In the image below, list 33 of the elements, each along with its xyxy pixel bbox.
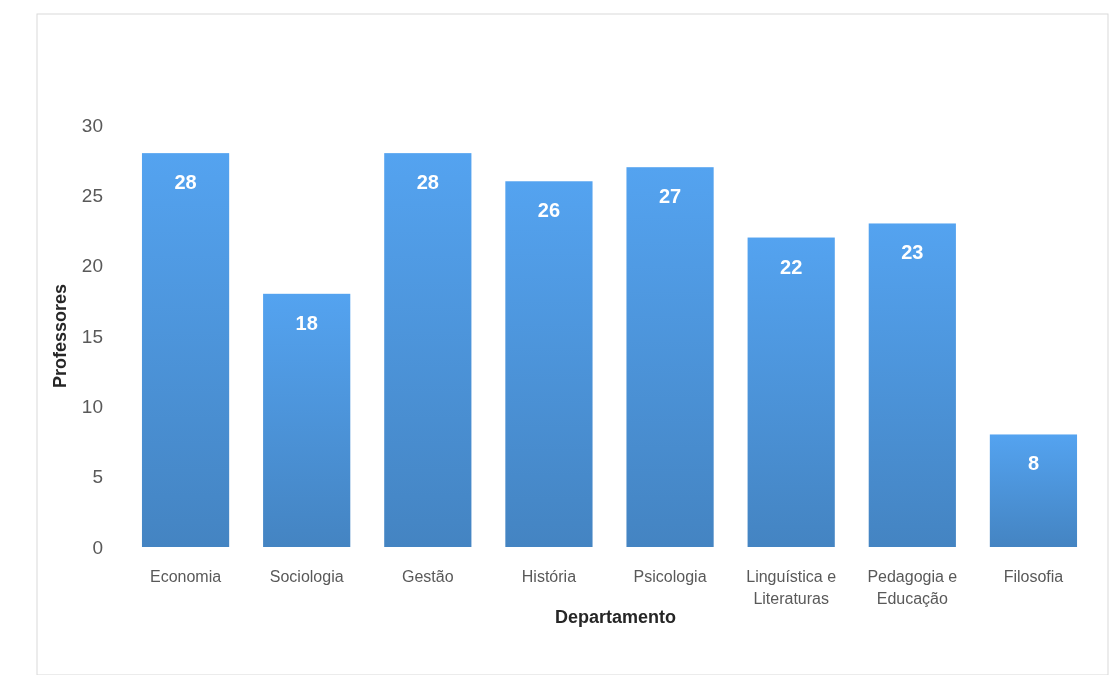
data-label: 18 <box>295 311 318 334</box>
y-tick-label: 10 <box>81 395 103 417</box>
data-label: 27 <box>658 185 682 208</box>
y-axis-title: Professores <box>50 283 70 389</box>
x-tick-label: Economia <box>149 568 222 585</box>
x-tick-label: Gestão <box>402 568 454 585</box>
x-tick-label: Pedagogia e Educação <box>867 568 958 607</box>
y-tick-label: 30 <box>81 114 103 136</box>
y-tick-label: 20 <box>81 255 103 277</box>
bar <box>626 167 714 547</box>
x-tick-label: Linguística e Literaturas <box>746 568 837 607</box>
data-label: 22 <box>780 255 803 278</box>
bar <box>868 223 956 547</box>
y-tick-label: 25 <box>81 184 103 206</box>
data-label: 26 <box>537 199 561 222</box>
data-label: 28 <box>174 171 197 194</box>
x-axis-title: Departamento <box>554 607 677 627</box>
bar <box>989 434 1078 547</box>
y-tick-label: 15 <box>81 325 103 347</box>
bar <box>141 153 230 547</box>
y-tick-label: 5 <box>92 466 103 488</box>
bar <box>384 153 472 547</box>
data-label: 28 <box>416 171 439 194</box>
x-tick-label: Sociologia <box>269 568 344 585</box>
x-tick-label: História <box>521 568 577 585</box>
bar <box>505 181 593 547</box>
bar <box>747 237 835 547</box>
data-label: 23 <box>901 241 924 264</box>
x-tick-label: Filosofia <box>1003 568 1064 585</box>
data-label: 8 <box>1027 452 1039 475</box>
bar <box>263 293 351 547</box>
y-tick-label: 0 <box>92 536 103 558</box>
x-tick-label: Psicologia <box>633 568 707 585</box>
